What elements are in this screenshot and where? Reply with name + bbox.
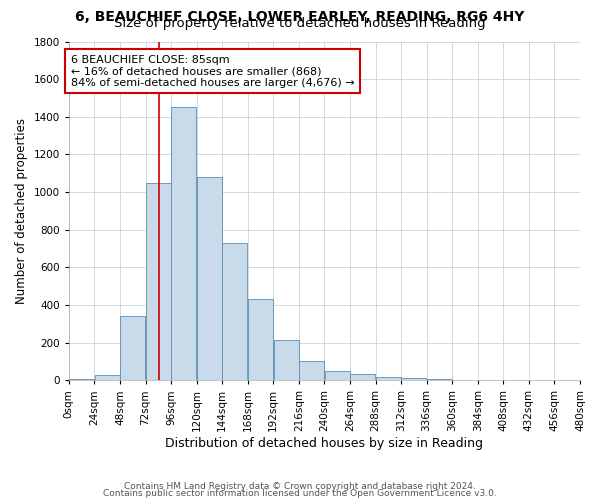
Bar (223, 243, 247, 380)
X-axis label: Distribution of detached houses by size in Reading: Distribution of detached houses by size … (166, 437, 484, 450)
Text: Contains HM Land Registry data © Crown copyright and database right 2024.: Contains HM Land Registry data © Crown c… (124, 482, 476, 491)
Bar (299, 362, 324, 380)
Bar (248, 300, 273, 380)
Bar (401, 378, 427, 380)
Text: Size of property relative to detached houses in Reading: Size of property relative to detached ho… (114, 18, 486, 30)
Y-axis label: Number of detached properties: Number of detached properties (15, 118, 28, 304)
Bar (274, 340, 299, 380)
Bar (325, 371, 350, 380)
Text: 6 BEAUCHIEF CLOSE: 85sqm
← 16% of detached houses are smaller (868)
84% of semi-: 6 BEAUCHIEF CLOSE: 85sqm ← 16% of detach… (71, 54, 355, 88)
Bar (146, 182, 171, 380)
Text: 6, BEAUCHIEF CLOSE, LOWER EARLEY, READING, RG6 4HY: 6, BEAUCHIEF CLOSE, LOWER EARLEY, READIN… (76, 10, 524, 24)
Bar (120, 316, 145, 380)
Bar (197, 177, 222, 380)
Text: Contains public sector information licensed under the Open Government Licence v3: Contains public sector information licen… (103, 490, 497, 498)
Bar (172, 108, 196, 380)
Bar (350, 374, 375, 380)
Bar (95, 374, 119, 380)
Bar (376, 376, 401, 380)
